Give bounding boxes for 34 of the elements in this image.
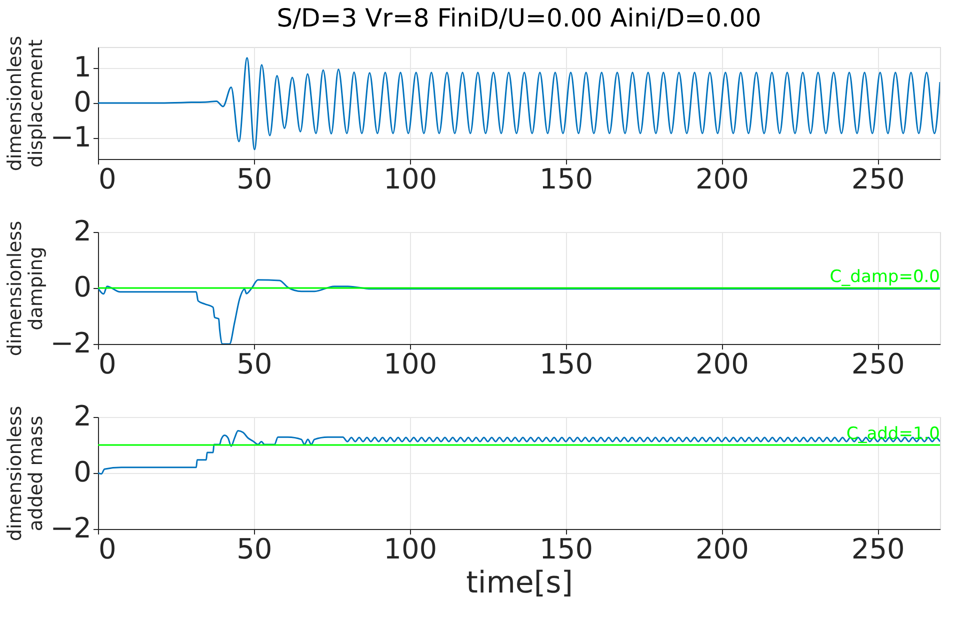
ref-line-label: C_damp=0.0 [830, 267, 940, 287]
x-tick-label: 250 [851, 162, 905, 196]
x-tick-label: 200 [695, 532, 749, 566]
x-tick-label: 50 [236, 348, 272, 380]
x-tick-label: 100 [384, 532, 438, 566]
x-tick-label: 100 [384, 348, 438, 380]
x-tick-label: 200 [695, 348, 749, 380]
y-tick-label: −1 [50, 120, 92, 154]
x-tick-label: 150 [540, 162, 594, 196]
y-tick-label: 0 [74, 456, 92, 488]
y-axis-title: dimensionless damping [4, 220, 48, 356]
y-tick-label: 1 [74, 50, 92, 84]
x-tick-label: 100 [384, 162, 438, 196]
x-axis-title: time[s] [466, 566, 573, 600]
x-tick-label: 50 [236, 532, 272, 566]
y-tick-label: 2 [74, 400, 92, 432]
x-tick-label: 50 [236, 162, 272, 196]
x-tick-label: 150 [540, 532, 594, 566]
x-tick-label: 250 [851, 348, 905, 380]
x-tick-label: 0 [98, 532, 116, 566]
x-tick-label: 250 [851, 532, 905, 566]
x-tick-label: 200 [695, 162, 749, 196]
y-tick-label: 0 [74, 86, 92, 118]
x-tick-label: 0 [98, 162, 116, 196]
y-axis-title: dimensionless displacement [4, 36, 48, 172]
y-tick-label: −2 [50, 326, 92, 360]
y-tick-label: 2 [74, 214, 92, 248]
x-tick-label: 150 [540, 348, 594, 380]
y-tick-label: 0 [74, 270, 92, 304]
chart-title: S/D=3 Vr=8 FiniD/U=0.00 Aini/D=0.00 [276, 3, 762, 32]
x-tick-label: 0 [98, 348, 116, 380]
y-axis-title: dimensionless added mass [4, 406, 48, 542]
y-tick-label: −2 [50, 512, 92, 544]
line-series [98, 57, 940, 150]
